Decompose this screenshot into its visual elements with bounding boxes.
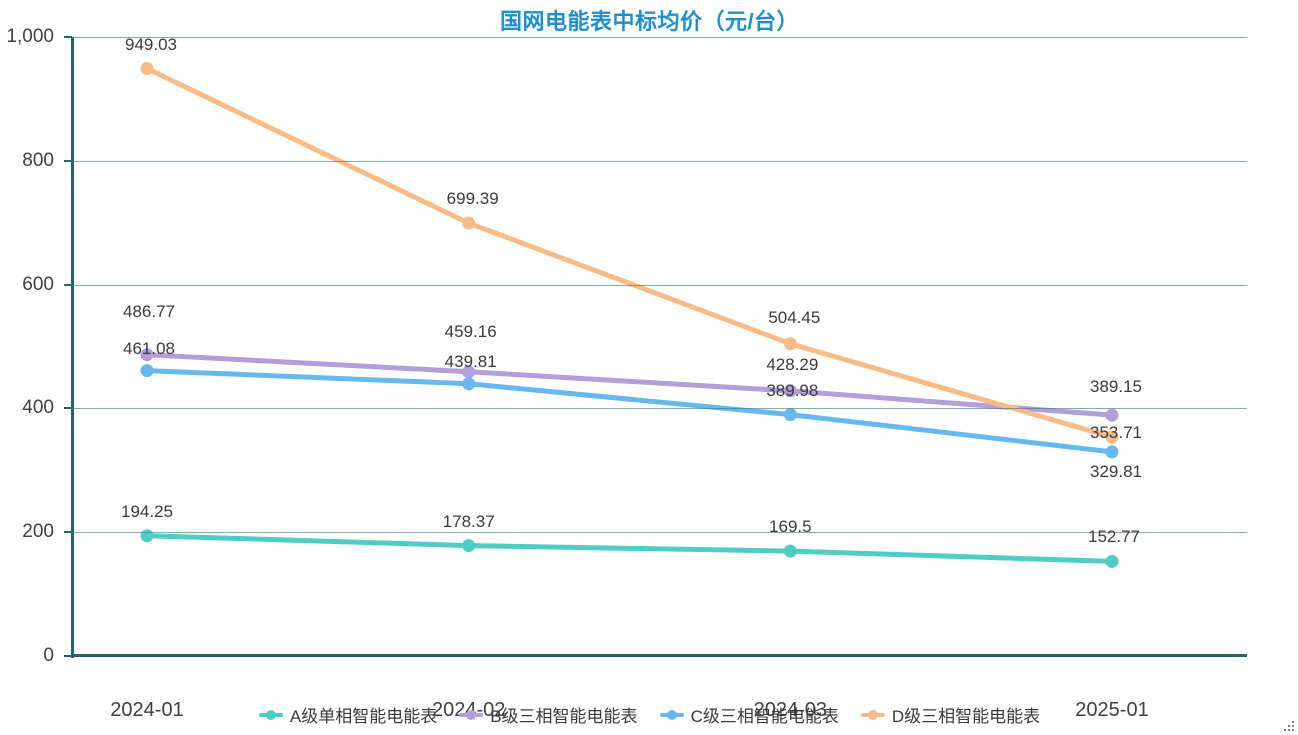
x-tick-label: 2025-01 <box>1075 699 1149 721</box>
y-tick-label: 800 <box>22 149 54 171</box>
y-tick-label: 600 <box>22 273 54 295</box>
data-label: 389.15 <box>1090 377 1142 397</box>
data-point[interactable] <box>1105 430 1119 444</box>
data-point[interactable] <box>140 364 154 378</box>
y-tick-mark <box>64 407 72 410</box>
data-point[interactable] <box>462 365 476 379</box>
data-point[interactable] <box>462 377 476 391</box>
series-line <box>144 352 1115 418</box>
data-label: 428.29 <box>766 354 819 374</box>
gridline <box>72 160 1247 162</box>
data-label: 389.98 <box>766 380 819 400</box>
data-point[interactable] <box>462 216 476 230</box>
series-lines <box>140 62 1119 568</box>
legend-label: C级三相智能电能表 <box>690 707 839 726</box>
data-label: 504.45 <box>768 307 821 327</box>
y-tick-label: 200 <box>22 521 54 543</box>
data-label: 353.71 <box>1090 423 1142 443</box>
data-point[interactable] <box>140 62 154 76</box>
x-tick-label: 2024-03 <box>753 699 828 721</box>
data-point[interactable] <box>140 348 154 362</box>
data-label: 152.77 <box>1088 527 1140 547</box>
chart-legend: A级单相智能电能表 B级三相智能电能表 C级三相智能电能表 D级三相智能电能表 <box>0 702 1299 727</box>
legend-item[interactable]: B级三相智能电能表 <box>459 702 638 727</box>
data-point[interactable] <box>783 408 797 422</box>
legend-label: A级单相智能电能表 <box>289 707 438 726</box>
gridline <box>72 408 1247 410</box>
y-axis-line <box>71 37 74 658</box>
data-label: 329.81 <box>1090 461 1142 481</box>
legend-item[interactable]: D级三相智能电能表 <box>860 702 1041 727</box>
data-point[interactable] <box>783 544 797 558</box>
data-label: 439.81 <box>444 351 497 371</box>
data-point[interactable] <box>1105 445 1119 459</box>
legend-label: B级三相智能电能表 <box>490 707 638 726</box>
data-point[interactable] <box>462 539 476 553</box>
data-label: 461.08 <box>123 338 175 358</box>
series-line <box>144 533 1115 564</box>
chart-title: 国网电能表中标均价（元/台） <box>499 9 800 34</box>
gridline <box>72 284 1247 286</box>
legend-label: D级三相智能电能表 <box>891 707 1041 726</box>
legend-marker-icon <box>860 709 885 721</box>
data-label: 699.39 <box>446 189 499 209</box>
plot-area: 02004006008001,0002024-012024-022024-032… <box>6 26 1247 721</box>
legend-item[interactable]: C级三相智能电能表 <box>659 702 839 727</box>
y-tick-mark <box>64 283 72 286</box>
legend-marker-icon <box>659 709 684 721</box>
gridline <box>72 532 1247 534</box>
data-label: 178.37 <box>442 511 495 531</box>
y-tick-mark <box>64 36 72 38</box>
y-tick-label: 1,000 <box>6 26 54 47</box>
y-tick-mark <box>64 159 72 162</box>
y-tick-label: 400 <box>22 397 54 419</box>
data-point[interactable] <box>783 384 797 398</box>
legend-marker-icon <box>459 709 484 721</box>
data-label: 459.16 <box>444 321 497 341</box>
y-tick-mark <box>64 655 72 657</box>
series-line <box>144 368 1115 455</box>
x-tick-label: 2024-01 <box>110 699 184 721</box>
gridline <box>72 654 1247 657</box>
gridline <box>72 37 1247 38</box>
legend-marker-icon <box>258 709 283 721</box>
legend-item[interactable]: A级单相智能电能表 <box>258 702 438 727</box>
data-label: 169.5 <box>769 517 812 537</box>
resize-handle-icon[interactable] <box>1282 720 1295 733</box>
data-label: 486.77 <box>123 301 175 321</box>
data-label: 194.25 <box>121 501 173 521</box>
y-tick-mark <box>64 531 72 534</box>
y-tick-label: 0 <box>43 645 54 666</box>
data-point[interactable] <box>783 337 797 351</box>
data-point[interactable] <box>1105 408 1119 422</box>
data-label: 949.03 <box>125 34 177 54</box>
series-line <box>144 66 1115 440</box>
data-point[interactable] <box>1105 554 1119 568</box>
